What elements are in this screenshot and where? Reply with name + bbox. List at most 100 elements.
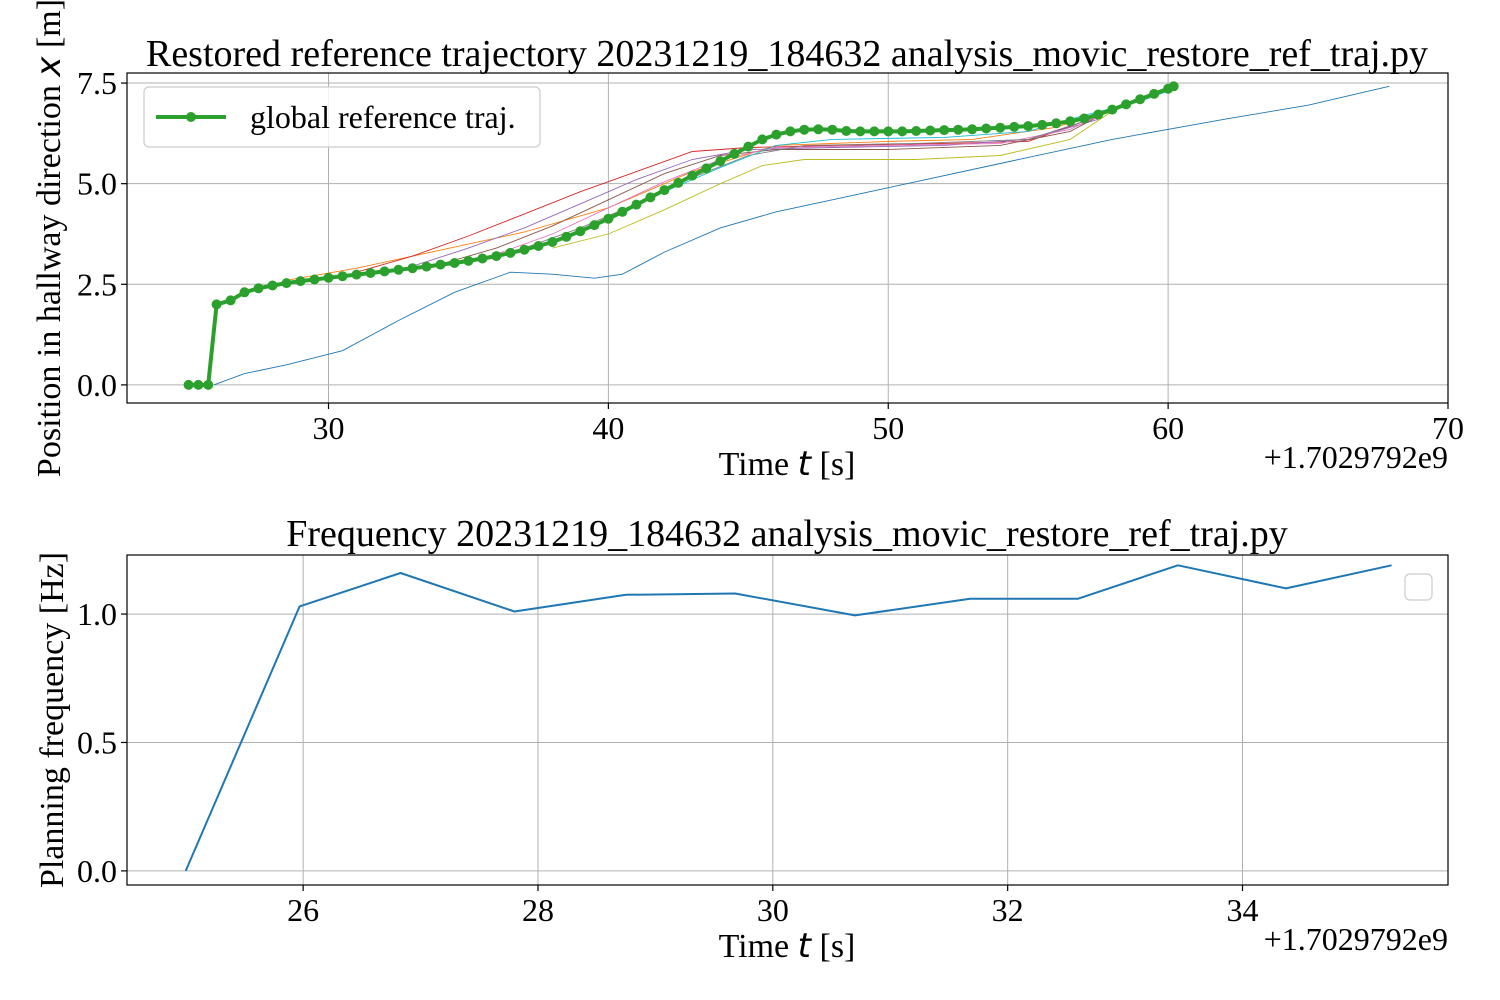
trajectory-ytick-label: 5.0 xyxy=(77,166,117,202)
planning-frequency-line xyxy=(184,564,1392,872)
frequency-ytick-label: 1.0 xyxy=(77,596,117,632)
trajectory-legend-box xyxy=(143,86,541,148)
global-reference-traj-point xyxy=(365,268,376,278)
frequency-plot-frame xyxy=(126,554,1449,886)
global-reference-traj-point xyxy=(491,251,502,262)
global-reference-traj-point xyxy=(841,126,852,136)
trajectory-ytick-label: 7.5 xyxy=(77,65,117,101)
global-reference-traj-point xyxy=(1093,109,1104,120)
global-reference-traj-point xyxy=(239,287,250,298)
global-reference-traj-point xyxy=(1037,119,1048,130)
global-reference-traj-point xyxy=(561,231,572,242)
trajectory-xtick-label: 40 xyxy=(592,410,624,446)
trajectory-x-offset: +1.7029792e9 xyxy=(1264,439,1448,475)
trajectory-chart: Restored reference trajectory 20231219_1… xyxy=(29,0,1464,484)
local-traj-line-4 xyxy=(412,118,1099,267)
global-reference-traj-point xyxy=(687,170,698,181)
local-traj-line-3 xyxy=(356,120,1085,273)
trajectory-ytick-label: 0.0 xyxy=(77,367,117,403)
label-part: Time xyxy=(719,928,798,965)
global-reference-traj-point xyxy=(407,263,418,274)
global-reference-traj-point xyxy=(1135,94,1146,105)
trajectory-xtick-label: 60 xyxy=(1152,410,1184,446)
global-reference-traj-point xyxy=(785,126,796,137)
global-reference-traj-point xyxy=(995,122,1006,133)
label-part: [s] xyxy=(811,446,855,483)
legend-entry-global: global reference traj. xyxy=(250,99,516,135)
frequency-ticks: 26 28 30 32 34 0.0 0.5 1.0 xyxy=(77,596,1259,928)
global-reference-traj-point xyxy=(757,134,768,145)
global-reference-traj-point xyxy=(449,258,460,268)
frequency-xtick-label: 34 xyxy=(1227,892,1259,928)
local-traj-line-1 xyxy=(213,85,1390,386)
global-reference-traj-point xyxy=(743,141,754,152)
global-reference-traj-point xyxy=(1149,88,1160,99)
global-reference-traj-point xyxy=(1009,121,1020,132)
global-reference-traj-point xyxy=(519,244,530,255)
global-reference-traj-point xyxy=(505,247,516,258)
global-reference-traj-point xyxy=(267,280,278,291)
frequency-x-offset: +1.7029792e9 xyxy=(1264,921,1448,957)
global-reference-traj-point xyxy=(323,272,334,283)
global-reference-traj-point xyxy=(477,253,488,264)
global-reference-traj-point xyxy=(225,295,236,306)
frequency-xlabel: Time t [s] xyxy=(719,926,856,966)
local-traj-line-6 xyxy=(496,102,1127,255)
global-reference-traj-point xyxy=(967,124,978,135)
frequency-grid xyxy=(127,555,1448,885)
frequency-chart-title: Frequency 20231219_184632 analysis_movic… xyxy=(286,513,1288,555)
trajectory-series-group xyxy=(183,81,1390,390)
global-reference-traj-point xyxy=(1065,116,1076,127)
global-reference-traj-point xyxy=(617,206,628,217)
trajectory-xtick-label: 30 xyxy=(313,410,345,446)
global-reference-traj-point xyxy=(337,271,348,282)
frequency-xtick-label: 32 xyxy=(992,892,1024,928)
label-variable: t xyxy=(798,444,813,484)
label-part: [s] xyxy=(811,928,855,965)
global-reference-traj-point xyxy=(421,261,432,272)
global-reference-traj-point xyxy=(729,148,740,159)
trajectory-ylabel: Position in hallway direction x [m] xyxy=(29,0,69,477)
global-reference-traj-point xyxy=(771,129,782,140)
global-reference-traj-point xyxy=(659,185,670,196)
global-reference-traj-point xyxy=(715,156,726,167)
global-reference-traj-point xyxy=(1023,121,1034,132)
global-reference-traj-point xyxy=(939,125,950,136)
local-traj-line-7 xyxy=(524,98,1141,249)
frequency-xtick-label: 28 xyxy=(522,892,554,928)
global-reference-traj-point xyxy=(589,220,600,231)
global-reference-traj-point xyxy=(925,125,936,136)
trajectory-ytick-label: 2.5 xyxy=(77,266,117,302)
global-reference-traj-point xyxy=(253,283,264,294)
global-reference-traj-point xyxy=(1079,113,1090,124)
global-reference-traj-point xyxy=(1107,104,1118,115)
frequency-ytick-label: 0.5 xyxy=(77,724,117,760)
global-reference-traj-point xyxy=(193,379,204,390)
global-reference-traj-point xyxy=(1051,118,1062,129)
trajectory-plot-frame xyxy=(126,72,1449,404)
global-reference-traj-point xyxy=(981,123,992,134)
global-reference-traj-point xyxy=(953,124,964,135)
frequency-legend-box xyxy=(1404,573,1433,601)
global-reference-traj-point xyxy=(393,264,404,275)
local-traj-line-8 xyxy=(552,94,1155,249)
global-reference-traj-point xyxy=(575,226,586,237)
global-reference-traj-point xyxy=(435,259,446,270)
global-reference-traj-point xyxy=(463,255,474,266)
global-reference-traj-point xyxy=(211,299,222,310)
trajectory-ticks: 30 40 50 60 70 0.0 2.5 5.0 7.5 xyxy=(77,65,1464,446)
trajectory-legend: global reference traj. xyxy=(143,86,541,148)
global-reference-traj-point xyxy=(1168,81,1179,92)
frequency-ylabel: Planning frequency [Hz] xyxy=(34,552,71,888)
global-reference-traj-point xyxy=(897,126,908,137)
global-reference-traj-point xyxy=(799,124,810,135)
global-reference-traj-point xyxy=(701,163,712,174)
label-variable: x xyxy=(29,56,69,78)
global-reference-traj-point xyxy=(203,379,214,390)
legend-swatch-marker xyxy=(186,112,196,122)
global-reference-traj-point xyxy=(281,278,292,289)
global-reference-traj-point xyxy=(379,266,390,277)
local-traj-line-5 xyxy=(440,108,1113,265)
global-reference-traj-point xyxy=(645,192,656,203)
